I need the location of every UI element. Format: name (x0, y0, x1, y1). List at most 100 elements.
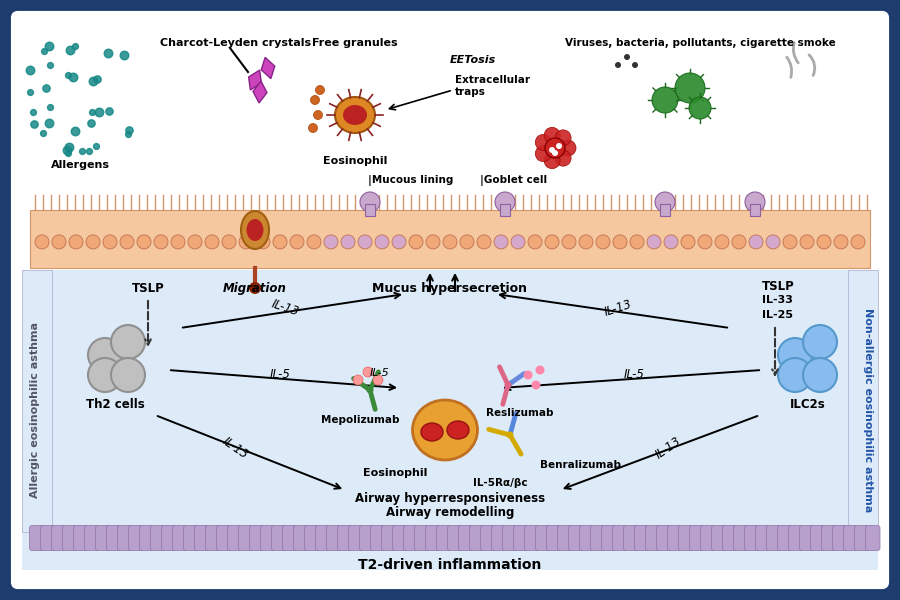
Ellipse shape (421, 423, 443, 441)
Circle shape (69, 235, 83, 249)
Point (85, 107, 99, 117)
FancyBboxPatch shape (338, 526, 352, 551)
Circle shape (749, 235, 763, 249)
Point (35, 128, 50, 138)
FancyBboxPatch shape (679, 526, 693, 551)
Ellipse shape (247, 219, 264, 241)
Text: IL-25: IL-25 (762, 310, 793, 320)
Point (59, 145, 74, 154)
Text: IL-5Rα/βc: IL-5Rα/βc (472, 478, 527, 488)
Text: EETosis: EETosis (450, 55, 496, 65)
Circle shape (137, 235, 151, 249)
Text: |Mucous lining: |Mucous lining (368, 175, 454, 186)
Circle shape (675, 73, 705, 103)
Circle shape (392, 235, 406, 249)
Circle shape (239, 235, 253, 249)
FancyBboxPatch shape (118, 526, 132, 551)
Point (68, 127, 83, 136)
Circle shape (555, 130, 572, 146)
Circle shape (536, 146, 552, 161)
FancyBboxPatch shape (569, 526, 583, 551)
Text: TSLP: TSLP (762, 280, 795, 293)
FancyBboxPatch shape (272, 526, 286, 551)
Ellipse shape (343, 105, 367, 125)
Circle shape (103, 235, 117, 249)
Circle shape (358, 235, 372, 249)
Bar (365, 204, 375, 216)
FancyBboxPatch shape (546, 526, 561, 551)
FancyBboxPatch shape (580, 526, 594, 551)
Circle shape (532, 380, 541, 389)
Circle shape (222, 235, 236, 249)
Circle shape (800, 235, 814, 249)
Circle shape (409, 235, 423, 249)
Ellipse shape (447, 421, 469, 439)
Point (22, 87, 37, 97)
Point (88, 141, 103, 151)
Ellipse shape (241, 211, 269, 249)
Circle shape (505, 382, 511, 389)
Text: Migration: Migration (223, 282, 287, 295)
Circle shape (778, 338, 812, 372)
Point (62, 142, 77, 152)
Text: T2-driven inflammation: T2-driven inflammation (358, 558, 542, 572)
FancyBboxPatch shape (249, 526, 264, 551)
FancyBboxPatch shape (85, 526, 99, 551)
Point (61, 70, 76, 80)
Circle shape (316, 85, 325, 94)
Bar (750, 204, 760, 216)
Text: TSLP: TSLP (131, 282, 165, 295)
Circle shape (783, 235, 797, 249)
FancyBboxPatch shape (415, 526, 429, 551)
Circle shape (249, 282, 261, 294)
Circle shape (632, 62, 638, 68)
FancyBboxPatch shape (106, 526, 121, 551)
Text: Benralizumab: Benralizumab (540, 460, 621, 470)
FancyBboxPatch shape (161, 526, 176, 551)
Polygon shape (261, 58, 274, 79)
Circle shape (536, 365, 544, 374)
Circle shape (545, 138, 565, 158)
Point (66, 72, 80, 82)
FancyBboxPatch shape (316, 526, 330, 551)
Point (39, 83, 53, 93)
FancyBboxPatch shape (40, 526, 55, 551)
Circle shape (545, 235, 559, 249)
Circle shape (778, 358, 812, 392)
Circle shape (803, 358, 837, 392)
Circle shape (803, 325, 837, 359)
Text: IL-13: IL-13 (602, 298, 634, 319)
Point (86, 77, 100, 86)
FancyBboxPatch shape (689, 526, 704, 551)
Point (68, 41, 82, 51)
FancyBboxPatch shape (129, 526, 143, 551)
FancyBboxPatch shape (447, 526, 462, 551)
FancyBboxPatch shape (734, 526, 748, 551)
FancyBboxPatch shape (228, 526, 242, 551)
Ellipse shape (412, 400, 478, 460)
FancyBboxPatch shape (217, 526, 231, 551)
Circle shape (366, 386, 373, 394)
Point (92, 107, 106, 117)
Circle shape (652, 87, 678, 113)
FancyBboxPatch shape (788, 526, 803, 551)
Point (43, 60, 58, 70)
FancyBboxPatch shape (601, 526, 616, 551)
Point (122, 125, 136, 135)
Ellipse shape (745, 192, 765, 212)
Circle shape (647, 235, 661, 249)
FancyBboxPatch shape (822, 526, 836, 551)
Text: IL-13: IL-13 (269, 298, 301, 319)
FancyBboxPatch shape (799, 526, 814, 551)
Text: Allergic eosinophilic asthma: Allergic eosinophilic asthma (30, 322, 40, 498)
FancyBboxPatch shape (491, 526, 506, 551)
Circle shape (375, 235, 389, 249)
Point (22, 65, 37, 75)
FancyBboxPatch shape (470, 526, 484, 551)
FancyBboxPatch shape (238, 526, 253, 551)
Point (41, 41, 56, 50)
Bar (22, 270, 52, 532)
FancyBboxPatch shape (645, 526, 660, 551)
Bar (848, 270, 878, 532)
Circle shape (507, 431, 514, 439)
